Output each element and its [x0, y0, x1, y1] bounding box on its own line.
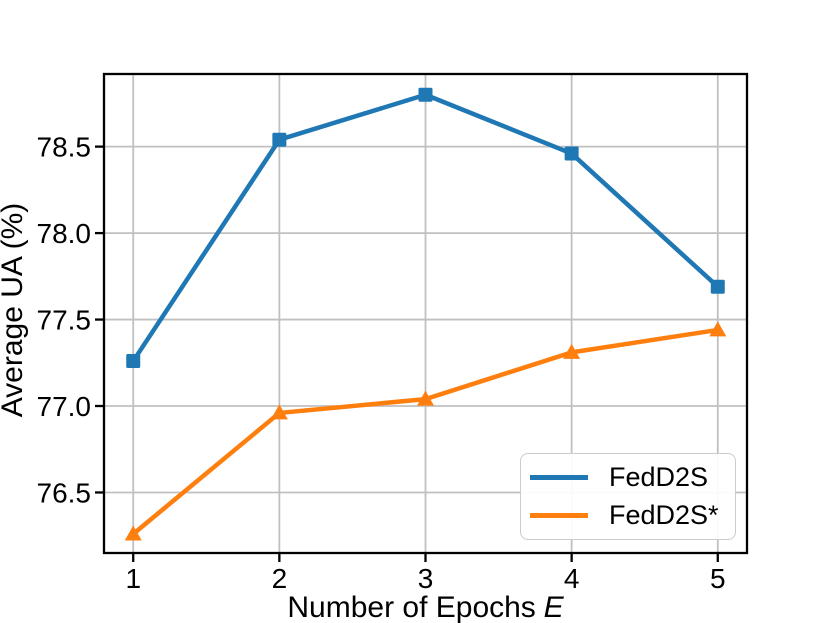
- x-tick-label: 3: [418, 563, 434, 594]
- y-axis-label: Average UA (%): [0, 202, 29, 418]
- x-axis-label-variable: E: [543, 591, 564, 623]
- y-tick-label: 78.5: [37, 132, 92, 163]
- x-tick-label: 2: [272, 563, 288, 594]
- legend-item-fedd2s: FedD2S: [530, 464, 735, 491]
- legend-label-fedd2s: FedD2S: [609, 462, 709, 493]
- marker-square-fedd2s: [710, 279, 725, 294]
- marker-square-fedd2s: [126, 354, 141, 369]
- marker-triangle-fedd2s: [270, 404, 288, 420]
- legend: FedD2S FedD2S*: [520, 453, 736, 540]
- x-tick-label: 1: [125, 563, 141, 594]
- marker-square-fedd2s: [564, 146, 579, 161]
- marker-square-fedd2s: [418, 87, 433, 102]
- x-axis-label: Number of Epochs E: [104, 593, 747, 623]
- x-tick-label: 4: [564, 563, 580, 594]
- marker-square-fedd2s: [272, 132, 287, 147]
- x-tick-label: 5: [710, 563, 726, 594]
- fedd2s-line-swatch: [530, 475, 588, 481]
- y-tick-label: 76.5: [37, 477, 92, 508]
- legend-item-fedd2s-star: FedD2S*: [530, 499, 735, 530]
- marker-triangle-fedd2s: [417, 390, 434, 406]
- marker-triangle-fedd2s: [124, 525, 142, 541]
- y-tick-label: 77.5: [37, 305, 92, 336]
- marker-triangle-fedd2s: [563, 343, 581, 359]
- x-axis-label-text: Number of Epochs: [287, 591, 536, 623]
- y-tick-label: 78.0: [37, 218, 92, 249]
- legend-label-fedd2s-star: FedD2S*: [609, 499, 719, 530]
- marker-triangle-fedd2s: [709, 321, 727, 337]
- fedd2s-star-line-swatch: [530, 512, 588, 518]
- y-tick-label: 77.0: [37, 391, 92, 422]
